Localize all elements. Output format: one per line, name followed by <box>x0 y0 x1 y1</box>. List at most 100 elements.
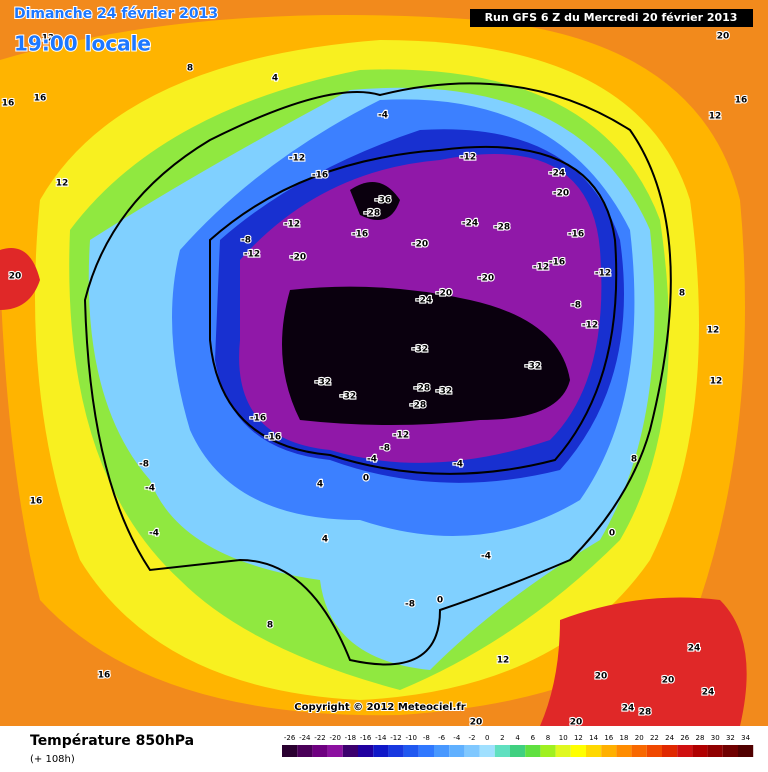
run-box <box>470 9 753 27</box>
contour-label: 4 <box>317 480 323 490</box>
contour-label: -28 <box>410 401 426 411</box>
contour-label: 16 <box>2 99 15 109</box>
contour-label: 8 <box>187 64 193 74</box>
colorbar-tick-label: 24 <box>665 734 674 742</box>
contour-label: -12 <box>289 154 305 164</box>
footer-lead: (+ 108h) <box>30 754 75 765</box>
colorbar-tick-label: 12 <box>574 734 583 742</box>
colorbar-tick-label: -6 <box>438 734 446 742</box>
colorbar-cell <box>373 745 389 757</box>
contour-label: -16 <box>568 230 584 240</box>
colorbar-tick-label: 32 <box>726 734 735 742</box>
contour-label: -12 <box>284 220 300 230</box>
colorbar: -26 -24 -22 -20 -18 -16 -14 -12 -10 -8 -6 -4 -2 0 2 4 6 8… <box>282 734 754 757</box>
contour-label: 20 <box>662 676 675 686</box>
colorbar-tick-label: -10 <box>405 734 416 742</box>
colorbar-cell <box>677 745 693 757</box>
contour-label: -12 <box>460 153 476 163</box>
colorbar-cell <box>479 745 495 757</box>
contour-label: -8 <box>405 600 415 610</box>
contour-label: 8 <box>679 289 685 299</box>
colorbar-tick-label: 4 <box>515 734 520 742</box>
colorbar-cell <box>692 745 708 757</box>
colorbar-tick-label: 26 <box>680 734 689 742</box>
contour-label: 20 <box>595 672 608 682</box>
map-time: 19:00 locale <box>14 32 151 56</box>
contour-label: 24 <box>702 688 715 698</box>
contour-label: -4 <box>481 552 491 562</box>
colorbar-tick-label: 6 <box>531 734 536 742</box>
colorbar-cell <box>738 745 754 757</box>
contour-label: -24 <box>462 219 478 229</box>
contour-label: -28 <box>494 223 510 233</box>
colorbar-cell <box>464 745 480 757</box>
colorbar-cell <box>631 745 647 757</box>
field-band <box>350 182 400 220</box>
contour-label: 16 <box>98 671 111 681</box>
field-band <box>282 286 570 425</box>
colorbar-cell <box>570 745 586 757</box>
contour-line <box>209 146 618 475</box>
colorbar-tick-label: -14 <box>375 734 387 742</box>
contour-label: -20 <box>436 289 452 299</box>
contour-label: -20 <box>478 274 494 284</box>
colorbar-cell <box>510 745 526 757</box>
contour-label: 8 <box>631 455 637 465</box>
map-date: Dimanche 24 février 2013 <box>14 6 218 22</box>
contour-label: -12 <box>393 431 409 441</box>
copyright: Copyright © 2012 Meteociel.fr <box>294 702 465 713</box>
contour-label: 24 <box>622 704 635 714</box>
colorbar-cell <box>418 745 434 757</box>
colorbar-tick-label: 10 <box>559 734 568 742</box>
contour-label: -32 <box>412 345 428 355</box>
contour-label: -4 <box>367 455 377 465</box>
colorbar-tick-label: 30 <box>711 734 720 742</box>
colorbar-cell <box>601 745 617 757</box>
contour-label: -32 <box>436 387 452 397</box>
contour-label: 12 <box>42 34 55 44</box>
colorbar-tick-label: -2 <box>469 734 476 742</box>
colorbar-tick-label: 20 <box>635 734 644 742</box>
contour-label: 28 <box>639 708 652 718</box>
contour-label: -4 <box>149 529 159 539</box>
colorbar-cell <box>434 745 450 757</box>
field-band <box>0 248 40 310</box>
contour-label: 0 <box>437 596 443 606</box>
colorbar-cell <box>525 745 541 757</box>
colorbar-tick-label: 0 <box>485 734 489 742</box>
contour-label: -24 <box>549 169 565 179</box>
contour-label: -16 <box>352 230 368 240</box>
contour-label: -16 <box>265 433 281 443</box>
contour-label: -8 <box>380 444 390 454</box>
colorbar-tick-label: -20 <box>329 734 340 742</box>
colorbar-cell <box>540 745 556 757</box>
colorbar-tick-label: 22 <box>650 734 659 742</box>
contour-label: 20 <box>470 718 483 728</box>
colorbar-tick-label: -22 <box>314 734 325 742</box>
contour-label: -8 <box>241 236 251 246</box>
colorbar-cell <box>616 745 632 757</box>
contour-label: -16 <box>549 258 565 268</box>
colorbar-tick-label: 18 <box>620 734 629 742</box>
colorbar-tick-label: 34 <box>741 734 750 742</box>
contour-label: 0 <box>363 474 369 484</box>
colorbar-cell <box>282 745 298 757</box>
contour-label: 4 <box>272 74 278 84</box>
contour-label: -32 <box>340 392 356 402</box>
contour-label: 4 <box>322 535 328 545</box>
contour-label: 12 <box>56 179 69 189</box>
colorbar-cell <box>722 745 738 757</box>
run-info: Run GFS 6 Z du Mercredi 20 février 2013 <box>485 11 738 24</box>
contour-label: -32 <box>525 362 541 372</box>
contour-label: -20 <box>412 240 428 250</box>
colorbar-tick-label: 28 <box>696 734 705 742</box>
colorbar-cell <box>388 745 404 757</box>
colorbar-cell <box>586 745 602 757</box>
colorbar-cell <box>494 745 510 757</box>
contour-label: 16 <box>30 497 43 507</box>
contour-label: -4 <box>145 484 155 494</box>
colorbar-cell <box>449 745 465 757</box>
colorbar-cell <box>662 745 678 757</box>
contour-label: -4 <box>378 111 388 121</box>
